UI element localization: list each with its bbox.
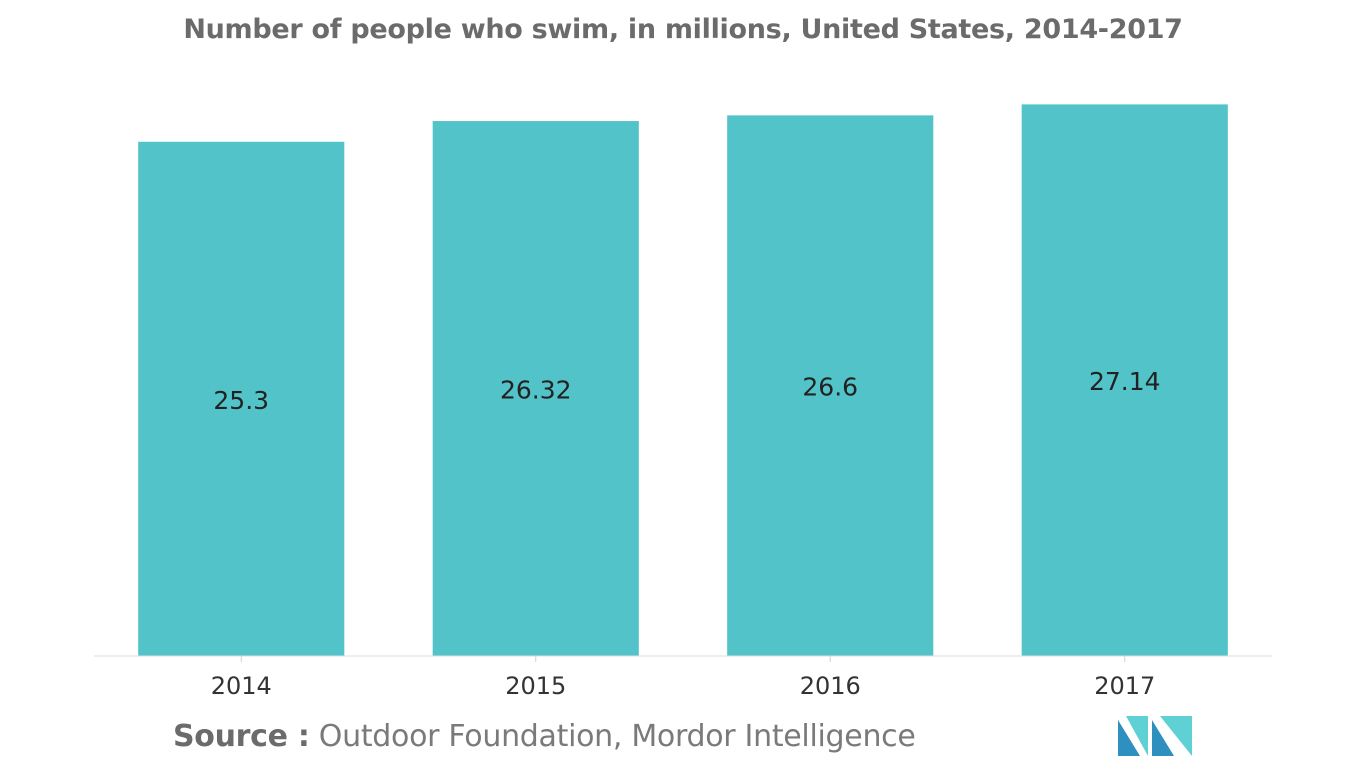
x-tick-label-2015: 2015 (505, 672, 566, 700)
x-tick-labels-group: 2014 2015 2016 2017 (211, 672, 1156, 700)
source-line: Source : Outdoor Foundation, Mordor Inte… (173, 719, 916, 754)
value-label-2014: 25.3 (213, 386, 269, 415)
value-label-2017: 27.14 (1089, 367, 1161, 396)
bar-2017 (1021, 104, 1228, 656)
source-label: Source : (173, 719, 310, 754)
chart-title: Number of people who swim, in millions, … (183, 14, 1183, 45)
value-labels-group: 25.3 26.32 26.6 27.14 (213, 367, 1160, 415)
x-tick-label-2016: 2016 (800, 672, 861, 700)
x-tick-label-2014: 2014 (211, 672, 272, 700)
bar-2014 (138, 141, 345, 656)
value-label-2015: 26.32 (500, 376, 572, 405)
value-label-2016: 26.6 (802, 373, 858, 402)
bar-2015 (432, 121, 639, 656)
bar-2016 (727, 115, 934, 656)
mordor-intelligence-logo-icon (1118, 716, 1192, 756)
bars-group (138, 104, 1228, 656)
x-ticks-group (240, 656, 1126, 662)
source-text: Outdoor Foundation, Mordor Intelligence (318, 719, 916, 754)
x-tick-label-2017: 2017 (1094, 672, 1155, 700)
